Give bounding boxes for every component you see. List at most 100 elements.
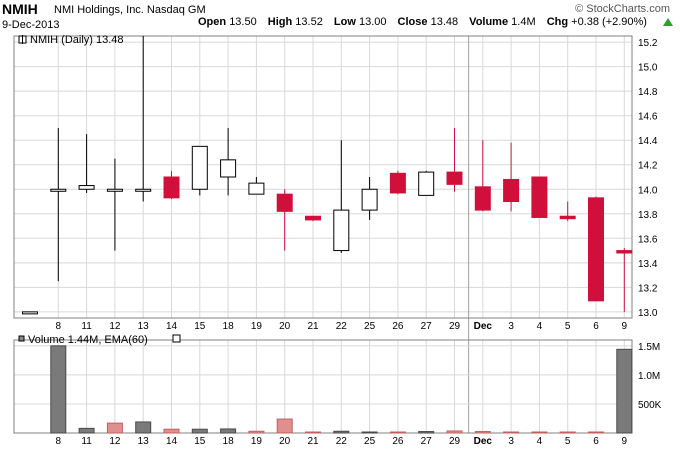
price-tick-label: 14.0 xyxy=(638,185,658,196)
candle-body xyxy=(78,185,95,190)
candle-body xyxy=(220,159,237,178)
high-value: 13.52 xyxy=(295,16,323,28)
price-tick-label: 13.4 xyxy=(638,259,658,270)
volume-tick-label: 1.0M xyxy=(638,371,660,382)
volume-bar xyxy=(248,430,265,434)
price-frame xyxy=(13,35,633,319)
volume-bar xyxy=(50,345,67,434)
volume-tick-label: 1.5M xyxy=(638,342,660,353)
candle xyxy=(305,215,321,222)
candle xyxy=(106,158,123,251)
candle xyxy=(163,170,180,200)
candle xyxy=(220,127,237,196)
volume-bar xyxy=(276,418,293,434)
x-tick-label: 13 xyxy=(138,321,150,332)
volume-x-tick-label: 26 xyxy=(392,436,404,447)
price-tick-label: 14.4 xyxy=(638,136,658,147)
price-tick-label: 13.2 xyxy=(638,283,658,294)
volume-bar xyxy=(559,431,576,434)
price-tick-label: 15.2 xyxy=(638,38,658,49)
candle-body xyxy=(531,176,548,218)
x-tick-label: 11 xyxy=(81,321,92,332)
brand-watermark[interactable]: © StockCharts.com xyxy=(575,3,670,15)
candle xyxy=(248,177,265,195)
volume-x-tick-label: 27 xyxy=(421,436,433,447)
volume-bar xyxy=(616,348,633,434)
candle-body xyxy=(276,193,293,212)
candle xyxy=(531,176,548,218)
quote-line: Open 13.50 High 13.52 Low 13.00 Close 13… xyxy=(198,16,647,28)
volume-x-tick-label: Dec xyxy=(474,436,493,447)
candle-body xyxy=(418,171,435,196)
volume-x-tick-label: 13 xyxy=(138,436,150,447)
volume-x-tick-label: 19 xyxy=(251,436,263,447)
chg-value: +0.38 (+2.90%) xyxy=(571,16,647,28)
volume-bar xyxy=(531,431,548,434)
chg-label: Chg xyxy=(546,16,569,28)
x-tick-label: 9 xyxy=(622,321,628,332)
close-label: Close xyxy=(397,16,428,28)
x-tick-label: 8 xyxy=(56,321,62,332)
volume-x-tick-label: 14 xyxy=(166,436,178,447)
candle-body xyxy=(22,311,38,315)
volume-x-tick-label: 9 xyxy=(622,436,628,447)
volume-x-tick-label: 11 xyxy=(81,436,92,447)
high-label: High xyxy=(267,16,293,28)
x-tick-label: 15 xyxy=(194,321,206,332)
volume-x-tick-label: 21 xyxy=(307,436,319,447)
price-tick-label: 14.2 xyxy=(638,161,658,172)
x-tick-label: Dec xyxy=(474,321,493,332)
volume-x-tick-label: 6 xyxy=(593,436,599,447)
x-tick-label: 4 xyxy=(537,321,543,332)
volume-x-tick-label: 12 xyxy=(109,436,121,447)
candle xyxy=(333,140,350,254)
x-tick-label: 18 xyxy=(223,321,235,332)
volume-bar xyxy=(191,428,208,434)
chart-date: 9-Dec-2013 xyxy=(2,19,60,31)
candle xyxy=(389,170,406,195)
volume-bar xyxy=(135,421,152,434)
volume-bar xyxy=(220,428,237,434)
candle xyxy=(191,145,208,196)
candle-body xyxy=(446,171,463,185)
volume-bar xyxy=(446,430,463,434)
candle xyxy=(418,170,435,196)
volume-bar xyxy=(588,431,604,434)
x-tick-label: 22 xyxy=(336,321,348,332)
volume-bar xyxy=(503,431,520,434)
x-tick-label: 20 xyxy=(279,321,291,332)
volume-x-tick-label: 5 xyxy=(565,436,571,447)
x-tick-label: 27 xyxy=(421,321,433,332)
open-value: 13.50 xyxy=(229,16,257,28)
volume-tick-label: 500K xyxy=(638,400,662,411)
low-label: Low xyxy=(333,16,356,28)
candle-body xyxy=(361,188,378,211)
volume-legend-swatch xyxy=(18,335,25,342)
volume-legend: Volume 1.44M, EMA(60) xyxy=(28,334,148,346)
candle xyxy=(22,311,38,315)
x-tick-label: 14 xyxy=(166,321,178,332)
candle-body xyxy=(588,197,604,302)
volume-bar xyxy=(333,430,350,434)
volume-bar xyxy=(305,431,321,434)
candle-body xyxy=(305,215,321,221)
price-tick-label: 15.0 xyxy=(638,63,658,74)
x-tick-label: 19 xyxy=(251,321,263,332)
ticker-symbol: NMIH xyxy=(2,1,38,17)
x-tick-label: 12 xyxy=(109,321,121,332)
x-tick-label: 26 xyxy=(392,321,404,332)
candle xyxy=(50,127,67,282)
chart-header: NMIH NMI Holdings, Inc. Nasdaq GM 9-Dec-… xyxy=(0,0,680,36)
candle-body xyxy=(50,188,67,192)
volume-x-tick-label: 25 xyxy=(364,436,376,447)
volume-x-tick-label: 8 xyxy=(56,436,62,447)
x-tick-label: 29 xyxy=(449,321,461,332)
candle xyxy=(616,248,633,312)
candle xyxy=(588,196,604,302)
candle xyxy=(446,127,463,192)
candle xyxy=(78,134,95,193)
x-tick-label: 21 xyxy=(307,321,319,332)
close-value: 13.48 xyxy=(430,16,459,28)
candle-body xyxy=(616,250,633,254)
